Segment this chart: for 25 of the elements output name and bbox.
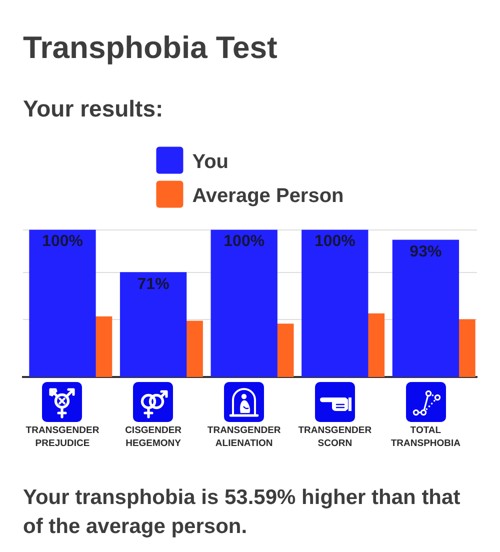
text: Your transphobia is 53.59% higher than that of the average person. (23, 486, 460, 538)
bar (186, 320, 203, 377)
data-label: 93% (410, 244, 442, 261)
bar (368, 313, 385, 377)
chart-title: Transphobia Test (23, 30, 278, 66)
bar (458, 319, 476, 377)
chart-subtitle: Your results: (23, 95, 164, 122)
legend-label: You (192, 150, 229, 173)
bar (210, 230, 278, 377)
bar (29, 230, 96, 377)
bar (302, 230, 368, 377)
bar (120, 272, 187, 377)
bar (95, 316, 112, 377)
x-tick-label: CISGENDER HEGEMONY (125, 425, 182, 450)
data-label: 71% (137, 276, 170, 293)
data-label: 100% (314, 233, 356, 250)
legend-label: Average Person (192, 184, 344, 207)
bar (277, 324, 294, 377)
data-label: 100% (224, 233, 265, 250)
data-label: 100% (42, 233, 83, 250)
x-tick-label: TRANSGENDER ALIENATION (207, 425, 281, 450)
x-tick-label: TRANSGENDER PREJUDICE (26, 425, 100, 450)
x-tick-label: TRANSGENDER SCORN (298, 425, 372, 450)
x-tick-label: TOTAL TRANSPHOBIA (390, 425, 461, 450)
bar (392, 240, 460, 377)
